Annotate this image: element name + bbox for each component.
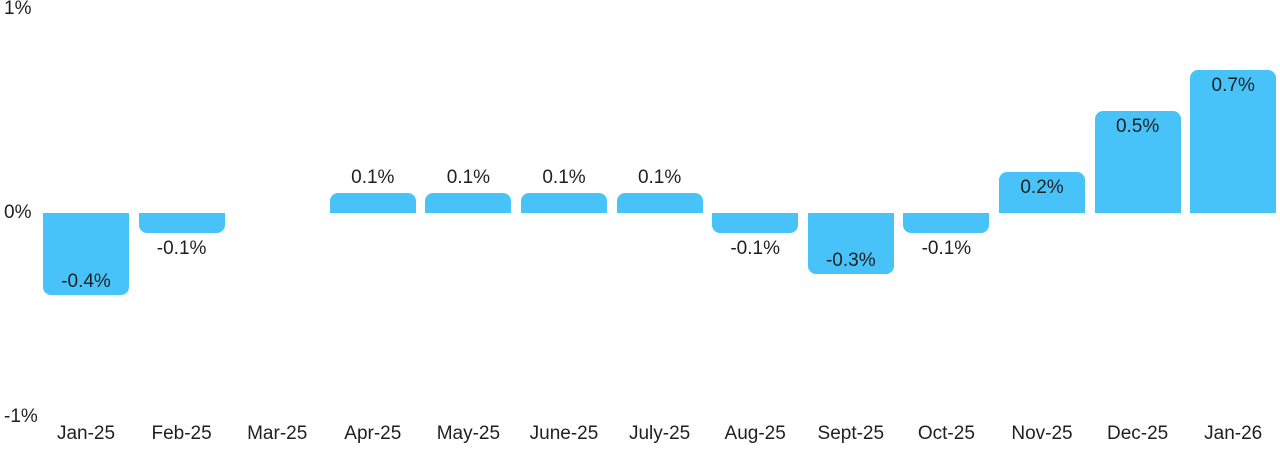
bar-value-label: -0.1% [921,238,972,260]
bar-value-label: 0.1% [446,166,491,188]
bar [43,213,129,295]
bar-value-label: 0.2% [1020,177,1064,199]
x-axis-label: Mar-25 [247,423,308,444]
x-axis-label: June-25 [529,423,599,444]
x-axis-label: Aug-25 [724,423,786,444]
bar [1190,70,1277,213]
bar [807,213,894,275]
bar [999,172,1085,213]
bar-value-label: -0.3% [825,250,876,272]
bar-value-label: 0.7% [1211,75,1255,97]
x-axis-label: Sept-25 [817,423,885,444]
bar [1094,111,1181,213]
bar-value-label: -0.1% [156,238,207,260]
bar-value-label: 0.1% [351,166,395,188]
x-axis-label: Jan-26 [1204,423,1263,444]
y-axis-tick-neg1pct: -1% [4,406,38,427]
bar [329,192,416,213]
bar-value-label: -0.4% [61,270,111,292]
bar [425,192,512,213]
x-axis-label: Jan-25 [56,423,116,444]
bar-value-label: 0.5% [1115,116,1160,137]
y-axis-tick-1pct: 1% [4,0,32,19]
bar-value-label: 0.1% [637,166,682,188]
x-axis-label: May-25 [436,423,501,444]
y-axis-tick-0pct: 0% [4,202,32,223]
bar [903,213,990,234]
bar [616,192,703,213]
bar [138,213,225,234]
x-axis-label: July-25 [628,423,691,444]
x-axis-label: Feb-25 [151,423,212,444]
bar [521,192,607,213]
x-axis-label: Dec-25 [1106,423,1169,444]
x-axis-label: Oct-25 [917,423,975,444]
x-axis-label: Apr-25 [344,423,402,444]
bar [712,213,799,234]
x-axis-label: Nov-25 [1011,423,1073,444]
bar-value-label: 0.1% [542,166,586,188]
bar-value-label: -0.1% [730,238,780,260]
